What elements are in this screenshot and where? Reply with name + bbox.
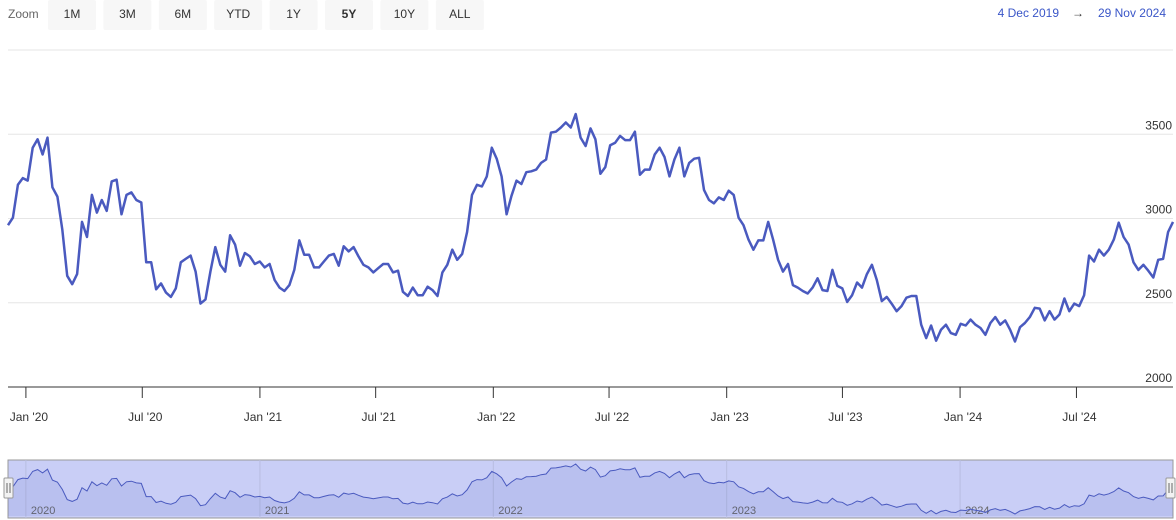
x-tick-label: Jan '22	[477, 410, 516, 424]
x-tick-label: Jul '21	[362, 410, 397, 424]
zoom-button[interactable]	[269, 0, 318, 30]
x-tick-label: Jan '24	[944, 410, 983, 424]
zoom-button[interactable]	[214, 0, 263, 30]
range-to[interactable]: 29 Nov 2024	[1098, 6, 1166, 20]
zoom-button-label[interactable]: 3M	[119, 7, 136, 21]
zoom-button-label[interactable]: 10Y	[394, 7, 415, 21]
x-tick-label: Jan '21	[244, 410, 283, 424]
zoom-button[interactable]	[435, 0, 484, 30]
y-tick-label: 2500	[1145, 287, 1172, 301]
zoom-label: Zoom	[8, 7, 39, 21]
zoom-button[interactable]	[380, 0, 429, 30]
price-line	[6, 112, 1175, 343]
navigator-area	[8, 464, 1173, 516]
zoom-button-label[interactable]: 6M	[174, 7, 191, 21]
navigator-handle[interactable]	[1165, 477, 1176, 499]
y-tick-label: 2000	[1145, 371, 1172, 385]
zoom-button[interactable]	[325, 0, 373, 30]
zoom-button[interactable]	[158, 0, 207, 30]
zoom-button-label[interactable]: ALL	[449, 7, 471, 21]
y-tick-label: 3000	[1145, 203, 1172, 217]
x-tick-label: Jul '23	[828, 410, 863, 424]
zoom-button[interactable]	[48, 0, 96, 30]
zoom-button-label[interactable]: 1M	[64, 7, 81, 21]
x-tick-label: Jul '24	[1062, 410, 1097, 424]
navigator-tick-label: 2020	[31, 505, 55, 517]
zoom-button[interactable]	[103, 0, 152, 30]
y-tick-label: 3500	[1145, 118, 1172, 132]
x-tick-label: Jan '23	[711, 410, 750, 424]
x-tick-label: Jul '20	[128, 410, 163, 424]
navigator-line	[7, 463, 1174, 515]
zoom-button-label[interactable]: 5Y	[342, 7, 357, 21]
zoom-button-label[interactable]: YTD	[226, 7, 250, 21]
navigator-handle[interactable]	[3, 477, 14, 499]
x-tick-label: Jan '20	[10, 410, 49, 424]
navigator-tick-label: 2022	[498, 505, 522, 517]
x-tick-label: Jul '22	[595, 410, 630, 424]
range-arrow: →	[1072, 6, 1084, 20]
navigator-tick-label: 2021	[265, 505, 289, 517]
navigator-tick-label: 2023	[732, 505, 756, 517]
zoom-button-label[interactable]: 1Y	[286, 7, 301, 21]
range-from[interactable]: 4 Dec 2019	[998, 6, 1060, 20]
